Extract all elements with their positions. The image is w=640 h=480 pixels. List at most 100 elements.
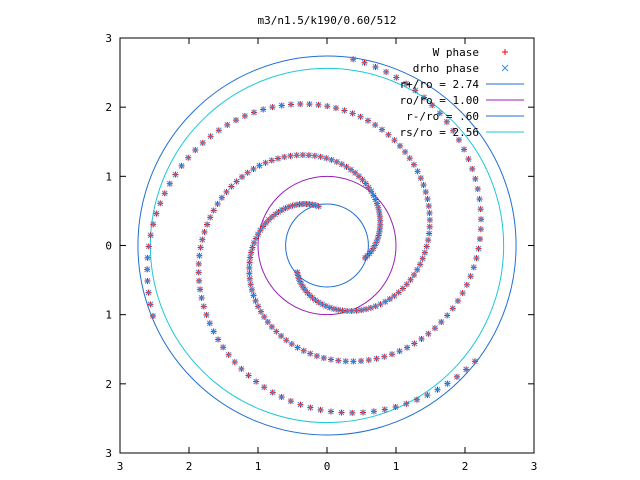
- drho-phase-point: [368, 305, 374, 311]
- y-tick-label: 3: [105, 32, 112, 45]
- drho-phase-point: [197, 244, 204, 251]
- drho-phase-point: [273, 328, 280, 335]
- drho-phase-point: [178, 163, 185, 169]
- drho-phase-point: [279, 207, 285, 213]
- drho-phase-point: [414, 396, 420, 403]
- drho-phase-point: [363, 306, 369, 313]
- drho-phase-point: [373, 355, 380, 362]
- circle-r-ro-60: [285, 203, 369, 288]
- drho-phase-point: [328, 408, 334, 415]
- drho-phase-point: [307, 404, 314, 411]
- drho-phase-point: [319, 301, 326, 308]
- drho-phase-point: [475, 245, 482, 252]
- drho-phase-point: [469, 166, 476, 172]
- drho-phase-point: [473, 255, 480, 261]
- drho-phase-point: [463, 366, 469, 373]
- drho-phase-point: [383, 69, 389, 75]
- drho-phase-point: [289, 202, 296, 209]
- drho-phase-point: [402, 149, 408, 155]
- drho-phase-point: [242, 113, 248, 119]
- drho-phase-point: [199, 140, 206, 146]
- drho-phase-point: [467, 273, 474, 280]
- drho-phase-point: [224, 122, 231, 128]
- drho-phase-point: [262, 159, 269, 166]
- legend-key: [501, 64, 509, 72]
- drho-phase-point: [298, 281, 305, 288]
- legend-label: r-/ro = .60: [406, 110, 479, 123]
- drho-phase-point: [247, 281, 254, 288]
- drho-phase-point: [391, 137, 398, 144]
- drho-phase-point: [372, 122, 379, 128]
- drho-phase-point: [252, 298, 259, 304]
- drho-phase-point: [425, 330, 432, 337]
- drho-phase-point: [251, 109, 257, 116]
- drho-phase-point: [411, 340, 418, 347]
- x-tick-label: 1: [393, 460, 400, 473]
- drho-phase-point: [370, 192, 377, 199]
- drho-phase-point: [269, 324, 275, 330]
- drho-phase-point: [420, 182, 427, 188]
- drho-phase-point: [381, 353, 388, 360]
- drho-phase-point: [250, 166, 257, 172]
- drho-phase-point: [382, 298, 389, 305]
- drho-phase-point: [379, 126, 385, 133]
- drho-phase-point: [244, 169, 251, 176]
- drho-phase-point: [372, 196, 379, 203]
- drho-phase-point: [210, 328, 217, 335]
- drho-phase-point: [365, 184, 372, 191]
- drho-phase-point: [350, 56, 356, 63]
- drho-phase-point: [295, 275, 302, 282]
- drho-phase-point: [352, 170, 358, 176]
- drho-phase-point: [278, 102, 285, 109]
- drho-phase-point: [393, 74, 400, 81]
- drho-phase-point: [275, 155, 281, 162]
- drho-phase-point: [220, 344, 226, 351]
- drho-phase-point: [370, 245, 377, 252]
- drho-phase-point: [425, 203, 432, 209]
- drho-phase-point: [424, 196, 431, 202]
- legend-label: ro/ro = 1.00: [400, 94, 479, 107]
- x-tick-label: 3: [117, 460, 124, 473]
- drho-phase-point: [261, 314, 268, 320]
- drho-phase-point: [200, 303, 207, 310]
- drho-phase-point: [412, 87, 419, 94]
- drho-phase-point: [195, 261, 202, 267]
- x-tick-label: 1: [255, 460, 262, 473]
- drho-phase-point: [207, 214, 214, 221]
- drho-phase-point: [206, 320, 213, 327]
- drho-phase-point: [320, 355, 327, 361]
- drho-phase-point: [288, 341, 295, 347]
- drho-phase-point: [306, 101, 313, 107]
- drho-phase-point: [245, 372, 252, 379]
- drho-phase-point: [255, 231, 261, 238]
- drho-phase-point: [250, 292, 257, 299]
- drho-phase-point: [144, 266, 151, 273]
- drho-phase-point: [145, 289, 152, 296]
- drho-phase-point: [389, 351, 395, 358]
- drho-phase-point: [299, 152, 306, 158]
- drho-phase-point: [427, 217, 433, 223]
- drho-phase-point: [353, 307, 360, 314]
- drho-phase-point: [306, 152, 312, 159]
- drho-phase-point: [210, 207, 217, 214]
- drho-phase-point: [465, 156, 472, 162]
- drho-phase-point: [396, 348, 403, 355]
- drho-phase-point: [260, 223, 266, 230]
- drho-phase-point: [464, 281, 470, 288]
- drho-phase-point: [391, 292, 398, 299]
- drho-phase-point: [246, 259, 253, 266]
- drho-phase-point: [338, 409, 345, 416]
- drho-phase-point: [150, 221, 157, 228]
- drho-phase-point: [349, 409, 356, 416]
- y-tick-label: 2: [105, 378, 112, 391]
- drho-phase-point: [404, 344, 410, 351]
- drho-phase-point: [323, 155, 330, 162]
- drho-phase-point: [275, 209, 282, 215]
- drho-phase-point: [278, 394, 285, 400]
- y-tick-label: 3: [105, 447, 112, 460]
- drho-phase-point: [422, 189, 429, 195]
- x-tick-label: 3: [531, 460, 538, 473]
- drho-phase-point: [264, 319, 271, 325]
